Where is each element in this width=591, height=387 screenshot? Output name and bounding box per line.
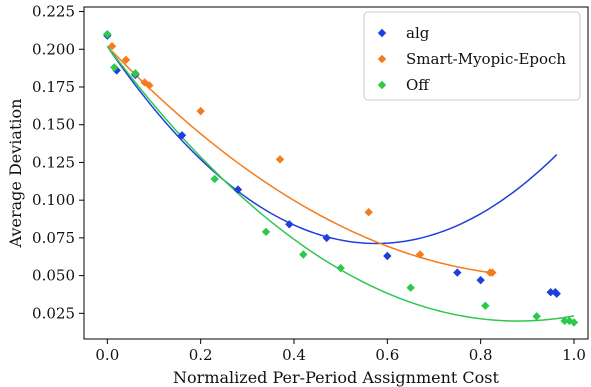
y-tick-label: 0.150: [32, 116, 75, 134]
y-tick-label: 0.075: [32, 229, 75, 247]
data-point: [210, 174, 219, 184]
data-point: [546, 288, 555, 297]
data-point: [145, 81, 154, 90]
data-point: [415, 250, 425, 259]
y-tick-label: 0.025: [32, 304, 75, 322]
data-point: [476, 275, 485, 285]
y-tick-label: 0.225: [32, 3, 75, 21]
y-tick-label: 0.125: [32, 153, 75, 171]
data-points: [103, 29, 579, 327]
data-point: [121, 55, 131, 65]
y-tick-label: 0.050: [32, 267, 75, 285]
x-tick-label: 0.0: [95, 346, 119, 364]
x-tick-label: 0.4: [282, 346, 306, 364]
data-point: [481, 301, 490, 310]
x-tick-label: 0.6: [375, 346, 399, 364]
y-axis-label: Average Deviation: [6, 99, 25, 249]
data-point: [322, 233, 331, 243]
legend-marker: [377, 28, 387, 38]
data-point: [569, 318, 579, 327]
data-point: [532, 312, 541, 321]
legend: alg Smart-Myopic-Epoch Off: [363, 11, 581, 101]
legend-label: alg: [406, 24, 430, 42]
legend-marker: [377, 80, 387, 90]
x-axis-label: Normalized Per-Period Assignment Cost: [173, 368, 499, 387]
data-point: [275, 155, 285, 164]
y-tick-label: 0.200: [32, 40, 75, 58]
plot-frame: [83, 6, 589, 340]
data-point: [453, 268, 462, 277]
data-point: [233, 185, 243, 194]
fit-curve-0: [106, 45, 558, 245]
legend-marker: [377, 54, 387, 64]
x-axis-ticks: 0.0 0.2 0.4 0.6 0.8 1.0: [95, 339, 586, 364]
legend-label: Smart-Myopic-Epoch: [406, 50, 566, 68]
x-tick-label: 0.8: [469, 346, 493, 364]
x-tick-label: 0.2: [189, 346, 213, 364]
data-point: [364, 208, 373, 217]
y-tick-label: 0.100: [32, 191, 75, 209]
data-point: [285, 220, 294, 229]
data-point: [299, 250, 308, 259]
y-axis-ticks: 0.025 0.050 0.075 0.100 0.125 0.150 0.175 0.200…: [32, 3, 84, 322]
data-point: [107, 42, 117, 51]
data-point: [406, 283, 415, 292]
data-point: [383, 251, 392, 261]
data-point: [336, 263, 345, 273]
legend-label: Off: [406, 76, 430, 94]
data-point: [112, 66, 121, 75]
x-tick-label: 1.0: [562, 346, 586, 364]
data-point: [560, 316, 569, 326]
data-point: [177, 131, 187, 140]
data-point: [196, 106, 205, 116]
data-point: [488, 268, 497, 277]
y-tick-label: 0.175: [32, 78, 75, 96]
data-point: [261, 227, 271, 237]
data-point: [103, 29, 112, 39]
data-point: [552, 289, 561, 298]
fit-curve-1: [111, 50, 493, 274]
data-point: [131, 69, 140, 78]
data-point: [110, 63, 119, 72]
legend-box: [363, 11, 581, 101]
data-point: [565, 316, 574, 326]
